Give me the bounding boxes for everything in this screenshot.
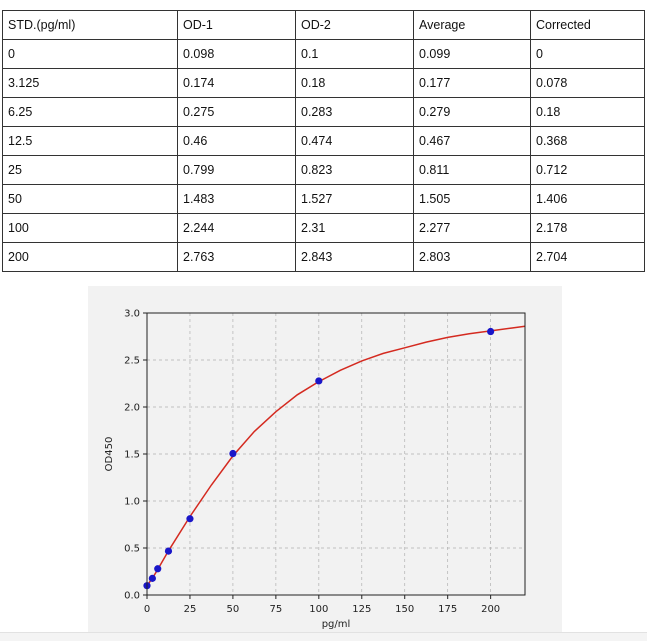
table-row: 25 0.799 0.823 0.811 0.712 (2, 155, 645, 185)
table-cell: 0.1 (295, 39, 414, 69)
table-cell: 2.763 (177, 242, 296, 272)
x-tick-label: 100 (309, 604, 328, 615)
table-cell: 12.5 (2, 126, 178, 156)
table-cell: 0 (530, 39, 645, 69)
table-cell: 1.483 (177, 184, 296, 214)
grid-layer (146, 312, 525, 596)
table-header-cell: Average (413, 10, 531, 40)
data-point (148, 574, 156, 582)
table-header-cell: OD-1 (177, 10, 296, 40)
x-tick-label: 125 (352, 604, 371, 615)
table-cell: 0 (2, 39, 178, 69)
table-cell: 3.125 (2, 68, 178, 98)
table-cell: 2.31 (295, 213, 414, 243)
table-row: 12.5 0.46 0.474 0.467 0.368 (2, 126, 645, 156)
table-cell: 200 (2, 242, 178, 272)
table-cell: 1.527 (295, 184, 414, 214)
x-axis-title: pg/ml (322, 619, 351, 630)
table-cell: 2.244 (177, 213, 296, 243)
data-point (315, 377, 323, 385)
bottom-strip (0, 632, 647, 641)
table-cell: 25 (2, 155, 178, 185)
y-tick-label: 2.0 (124, 403, 140, 414)
table-cell: 0.279 (413, 97, 531, 127)
y-tick-label: 0.0 (124, 591, 140, 602)
table-cell: 0.098 (177, 39, 296, 69)
table-cell: 0.474 (295, 126, 414, 156)
table-cell: 0.811 (413, 155, 531, 185)
x-tick-label: 75 (269, 604, 282, 615)
table-cell: 100 (2, 213, 178, 243)
standard-data-table: STD.(pg/ml) OD-1 OD-2 Average Corrected 0 0.09… (2, 10, 645, 272)
table-row: 3.125 0.174 0.18 0.177 0.078 (2, 68, 645, 98)
table-cell: 0.823 (295, 155, 414, 185)
data-point (154, 565, 162, 573)
y-tick-label: 1.5 (124, 450, 140, 461)
table-cell: 2.843 (295, 242, 414, 272)
table-cell: 0.467 (413, 126, 531, 156)
table-cell: 0.799 (177, 155, 296, 185)
table-cell: 0.174 (177, 68, 296, 98)
y-tick-label: 0.5 (124, 544, 140, 555)
table-cell: 0.18 (295, 68, 414, 98)
x-tick-label: 50 (227, 604, 240, 615)
table-cell: 2.178 (530, 213, 645, 243)
table-cell: 0.078 (530, 68, 645, 98)
table-cell: 0.712 (530, 155, 645, 185)
y-tick-label: 2.5 (124, 356, 140, 367)
table-row: 50 1.483 1.527 1.505 1.406 (2, 184, 645, 214)
table-cell: 6.25 (2, 97, 178, 127)
data-point (487, 327, 495, 336)
x-tick-label: 175 (438, 604, 457, 615)
y-tick-label: 1.0 (124, 497, 140, 508)
table-row: 6.25 0.275 0.283 0.279 0.18 (2, 97, 645, 127)
y-tick-label: 3.0 (124, 309, 140, 320)
table-cell: 1.505 (413, 184, 531, 214)
table-body: STD.(pg/ml) OD-1 OD-2 Average Corrected 0 0.09… (2, 10, 645, 272)
table-cell: 1.406 (530, 184, 645, 214)
standard-curve-chart: 0 25 50 75 100 125 150 175 200 0.0 0.5 1.0 1.5 2.0 2.5… (88, 286, 562, 632)
table-row: 0 0.098 0.1 0.099 0 (2, 39, 645, 69)
table-cell: 2.704 (530, 242, 645, 272)
table-cell: 0.283 (295, 97, 414, 127)
table-header-cell: Corrected (530, 10, 645, 40)
table-header-cell: OD-2 (295, 10, 414, 40)
table-cell: 2.277 (413, 213, 531, 243)
table-cell: 0.368 (530, 126, 645, 156)
x-tick-label: 25 (184, 604, 197, 615)
y-axis-title: OD450 (104, 437, 115, 472)
table-row: 200 2.763 2.843 2.803 2.704 (2, 242, 645, 272)
data-point (186, 515, 194, 523)
data-point (229, 449, 237, 458)
chart-svg: 0 25 50 75 100 125 150 175 200 0.0 0.5 1.0 1.5 2.0 2.5… (104, 309, 526, 630)
table-cell: 0.275 (177, 97, 296, 127)
table-header-cell: STD.(pg/ml) (2, 10, 178, 40)
table-cell: 2.803 (413, 242, 531, 272)
table-cell: 0.18 (530, 97, 645, 127)
tick-layer: 0 25 50 75 100 125 150 175 200 0.0 0.5 1.0 1.5 2.0 2.5… (124, 309, 500, 616)
x-tick-label: 200 (481, 604, 500, 615)
table-cell: 0.099 (413, 39, 531, 69)
fit-curve-layer (146, 325, 526, 587)
data-point (164, 547, 173, 555)
table-cell: 0.46 (177, 126, 296, 156)
table-header-row: STD.(pg/ml) OD-1 OD-2 Average Corrected (2, 10, 645, 40)
fit-curve-line (146, 325, 526, 587)
x-tick-label: 150 (395, 604, 414, 615)
table-cell: 50 (2, 184, 178, 214)
table-row: 100 2.244 2.31 2.277 2.178 (2, 213, 645, 243)
table-cell: 0.177 (413, 68, 531, 98)
x-tick-label: 0 (144, 604, 150, 615)
